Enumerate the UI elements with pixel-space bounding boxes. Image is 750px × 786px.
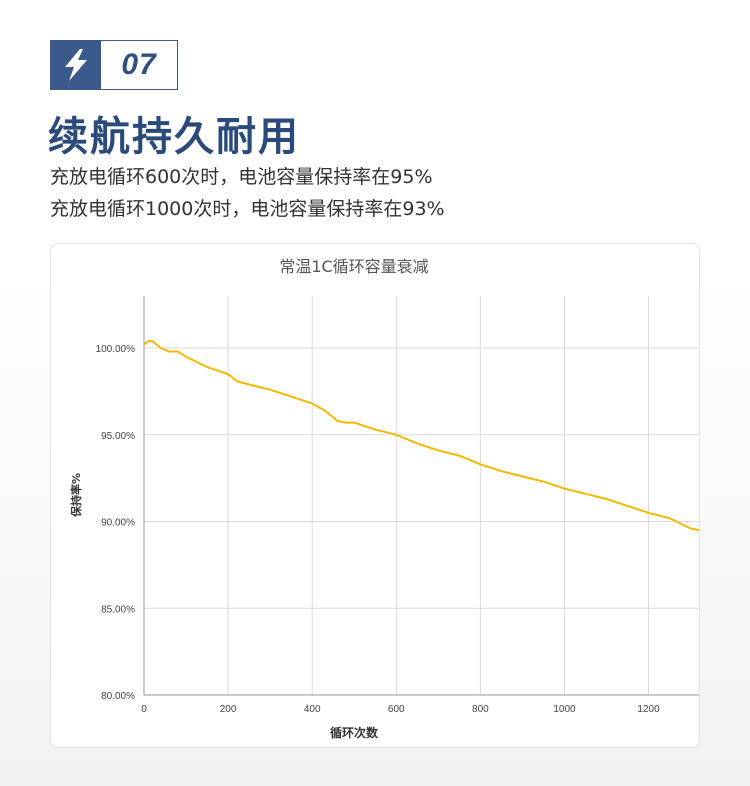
y-tick-label: 90.00% [101, 518, 135, 529]
grid-lines [144, 296, 699, 695]
chart-card: 常温1C循环容量衰减 80.00% 85.00% 90.00% 95.00% 100.0… [50, 243, 700, 748]
lightning-bolt-icon [65, 49, 87, 81]
x-tick-label: 0 [141, 704, 147, 715]
x-tick-label: 400 [304, 704, 321, 715]
page-title: 续航持久耐用 [48, 114, 300, 160]
description-line-1: 充放电循环600次时，电池容量保持率在95% [50, 166, 433, 188]
capacity-retention-chart: 常温1C循环容量衰减 80.00% 85.00% 90.00% 95.00% 100.0… [69, 257, 699, 740]
section-badge: 07 [50, 40, 178, 90]
y-tick-label: 100.00% [96, 344, 136, 355]
chart-title: 常温1C循环容量衰减 [279, 257, 428, 276]
series-layer [143, 340, 699, 532]
badge-icon-box [51, 41, 101, 89]
y-tick-label: 85.00% [101, 604, 135, 615]
section-number: 07 [121, 48, 157, 81]
x-tick-label: 200 [220, 704, 237, 715]
x-axis-title: 循环次数 [330, 725, 379, 740]
y-tick-label: 80.00% [101, 691, 135, 702]
x-tick-label: 800 [472, 704, 489, 715]
description-line-2: 充放电循环1000次时，电池容量保持率在93% [50, 198, 445, 220]
x-tick-label: 600 [388, 704, 405, 715]
y-axis-title: 保持率% [69, 473, 83, 518]
series-line [143, 340, 699, 532]
x-tick-label: 1200 [637, 704, 660, 715]
y-tick-label: 95.00% [101, 431, 135, 442]
axes: 80.00% 85.00% 90.00% 95.00% 100.00% 0 200 400 60… [96, 296, 699, 715]
x-tick-label: 1000 [553, 704, 576, 715]
